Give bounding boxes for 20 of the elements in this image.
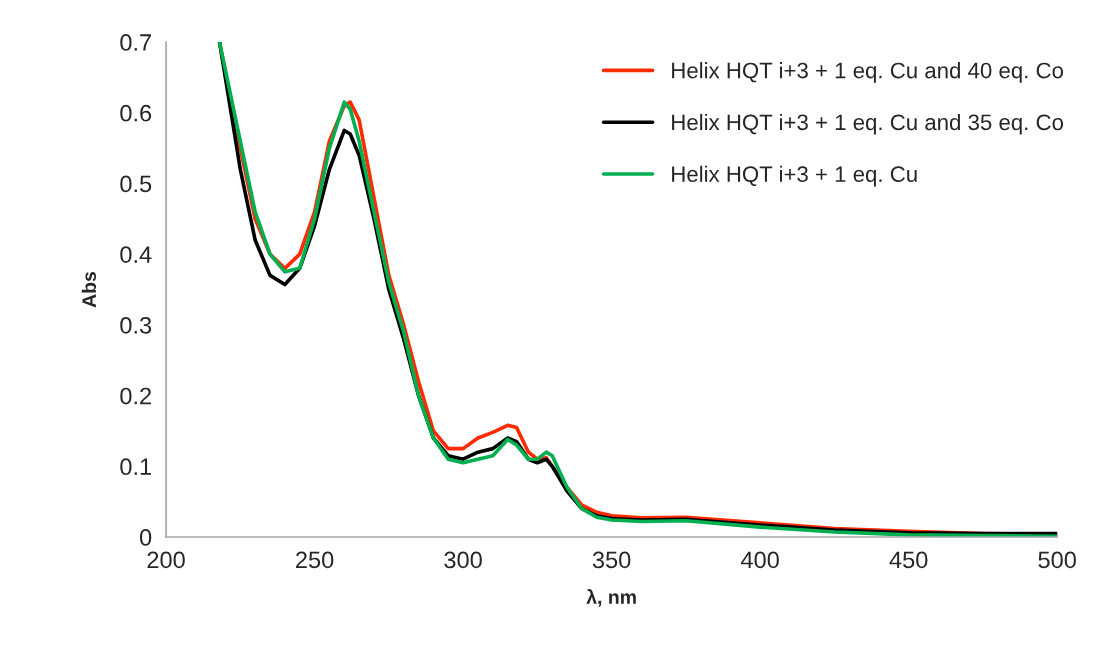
y-tick-label: 0 [139,529,152,546]
x-tick-label: 250 [296,551,334,569]
y-tick-label: 0.5 [120,175,152,193]
y-tick-label: 0.1 [120,458,152,476]
x-tick-label: 300 [444,551,482,569]
y-tick-label: 0.7 [120,34,151,51]
y-tick-label: 0.3 [120,316,152,334]
x-tick-label: 350 [592,551,631,569]
x-tick-label: 200 [147,551,185,569]
x-tick-label: 500 [1038,551,1076,569]
x-tick-label: 450 [889,551,928,569]
y-tick-label: 0.2 [120,387,151,405]
legend-label: Helix HQT i+3 + 1 eq. Cu and 40 eq. Co [672,62,1064,83]
y-tick-label: 0.4 [120,246,152,263]
y-tick-label: 0.6 [120,104,152,122]
y-axis-title: Abs [81,271,97,308]
legend-label: Helix HQT i+3 + 1 eq. Cu [672,165,917,187]
x-tick-label: 400 [740,551,779,569]
legend-label: Helix HQT i+3 + 1 eq. Cu and 35 eq. Co [672,113,1064,135]
x-axis-title: λ, nm [586,589,636,607]
